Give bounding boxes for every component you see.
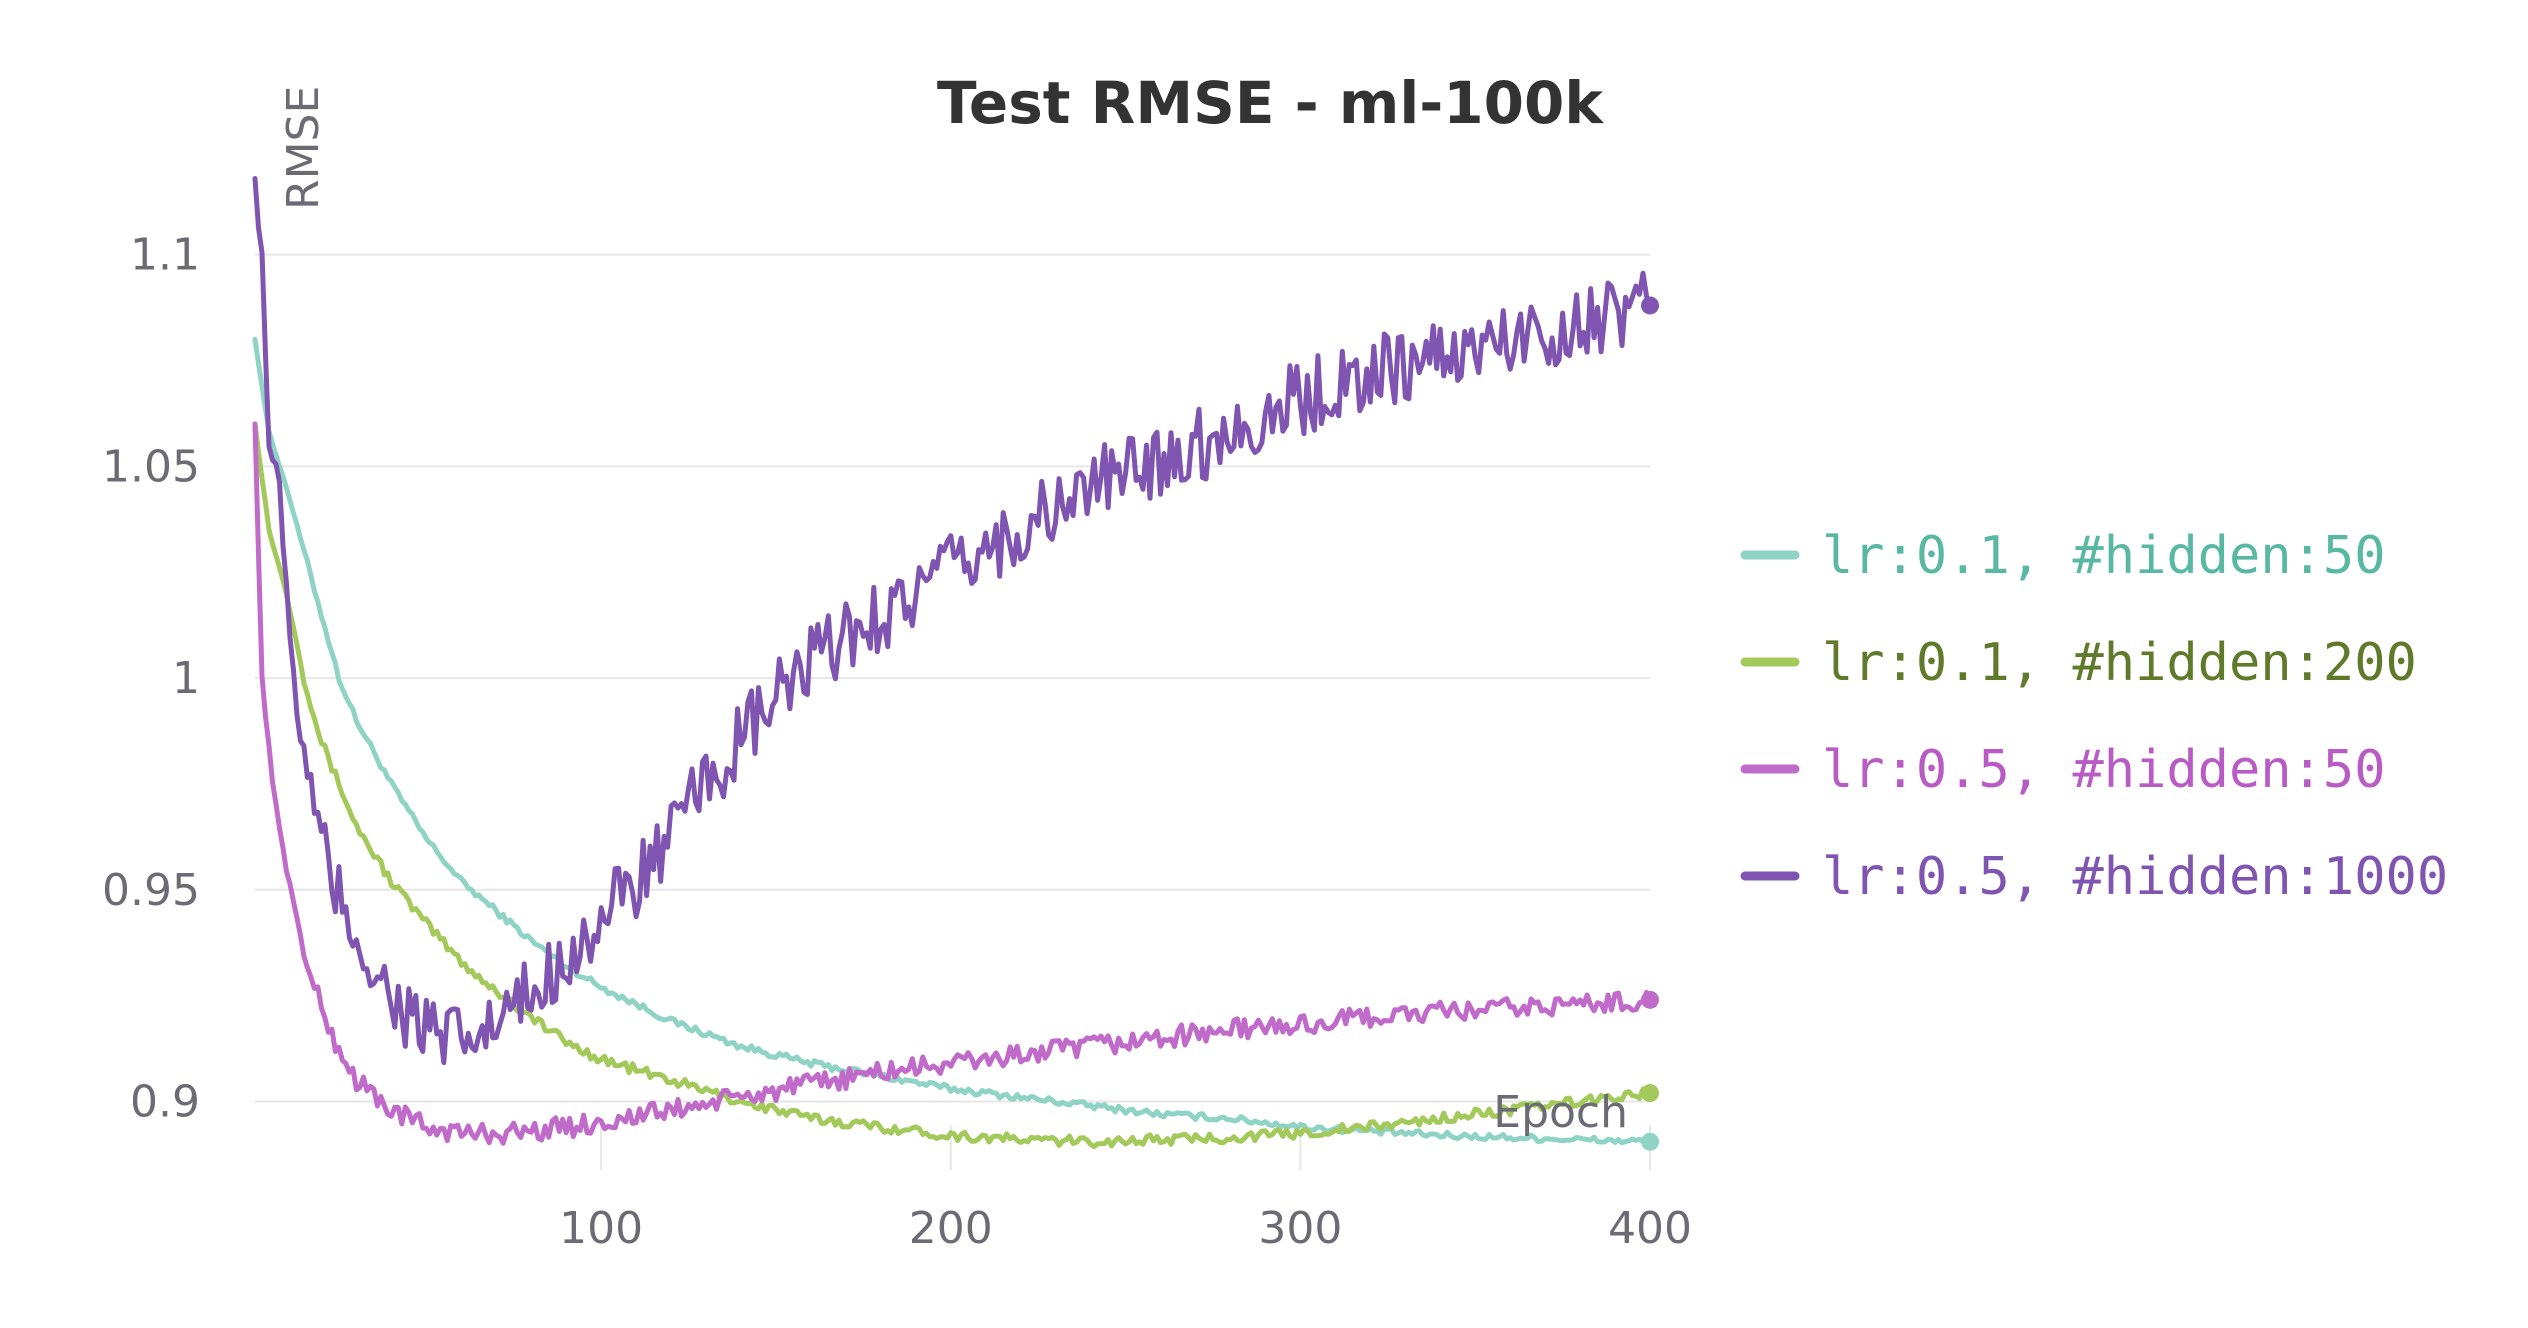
- series-line: [252, 336, 1653, 1146]
- y-axis-label: RMSE: [278, 86, 329, 210]
- series-end-point: [1641, 1084, 1659, 1103]
- x-tick-label: 300: [1258, 1203, 1342, 1254]
- x-axis-label: Epoch: [1493, 1087, 1628, 1138]
- series-line: [252, 421, 1653, 1150]
- legend-label: lr:0.5, #hidden:50: [1822, 740, 2386, 800]
- legend-label: lr:0.1, #hidden:50: [1822, 526, 2386, 586]
- y-tick-label: 0.9: [130, 1076, 200, 1127]
- series-end-point: [1641, 296, 1659, 315]
- x-tick-label: 400: [1608, 1203, 1692, 1254]
- chart-title: Test RMSE - ml-100k: [937, 69, 1604, 137]
- x-tick-label: 100: [559, 1203, 643, 1254]
- axis-ticks: 0.9 0.95 1 1.05 1.1 100 200 300 400: [102, 230, 1692, 1254]
- grid-lines: [255, 253, 1651, 1170]
- series-lines: [252, 176, 1659, 1151]
- x-tick-label: 200: [909, 1203, 993, 1254]
- legend-label: lr:0.5, #hidden:1000: [1822, 847, 2448, 907]
- series-end-point: [1641, 990, 1659, 1009]
- series-end-point: [1641, 1132, 1659, 1151]
- series-line: [252, 176, 1653, 1066]
- y-tick-label: 1: [172, 653, 200, 704]
- y-tick-label: 0.95: [102, 865, 200, 916]
- legend-label: lr:0.1, #hidden:200: [1822, 633, 2417, 693]
- series-line: [252, 421, 1653, 1146]
- y-tick-label: 1.05: [102, 441, 200, 492]
- legend: lr:0.1, #hidden:50 lr:0.1, #hidden:200 lr:…: [1740, 526, 2448, 907]
- y-tick-label: 1.1: [130, 230, 200, 281]
